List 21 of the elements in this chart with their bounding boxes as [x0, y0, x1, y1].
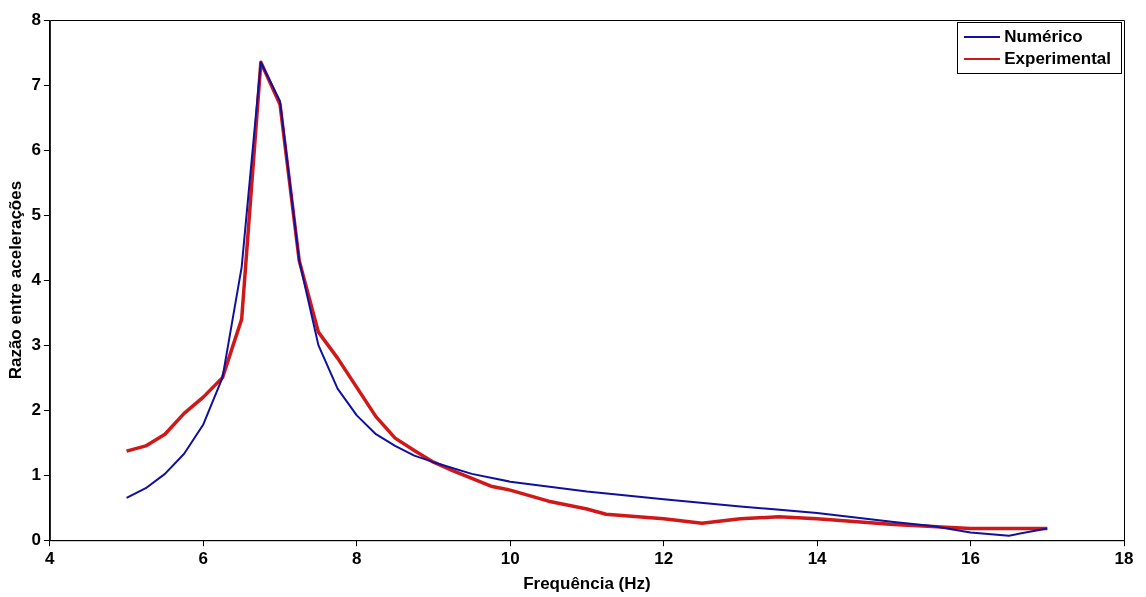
y-tick-label: 0	[31, 529, 41, 549]
y-tick-label: 7	[31, 74, 41, 94]
x-tick-label: 12	[654, 549, 674, 569]
x-tick-label: 18	[1114, 549, 1134, 569]
x-tick-label: 8	[352, 549, 362, 569]
y-tick-label: 1	[31, 464, 41, 484]
x-tick-label: 16	[961, 549, 981, 569]
y-tick-label: 5	[31, 204, 41, 224]
x-tick-label: 14	[807, 549, 828, 569]
legend-label: Experimental	[1004, 48, 1111, 70]
x-tick-label: 4	[45, 549, 56, 569]
y-tick-label: 3	[31, 334, 41, 354]
x-tick-label: 6	[198, 549, 209, 569]
y-tick-label: 2	[31, 399, 41, 419]
y-tick-label: 8	[31, 9, 41, 29]
x-tick-label: 10	[500, 549, 520, 569]
y-tick-label: 6	[31, 139, 41, 159]
x-axis-title: Frequência (Hz)	[523, 574, 651, 594]
y-axis-title: Razão entre acelerações	[5, 180, 25, 380]
legend-label: Numérico	[1004, 26, 1083, 48]
y-tick-label: 4	[31, 269, 42, 289]
